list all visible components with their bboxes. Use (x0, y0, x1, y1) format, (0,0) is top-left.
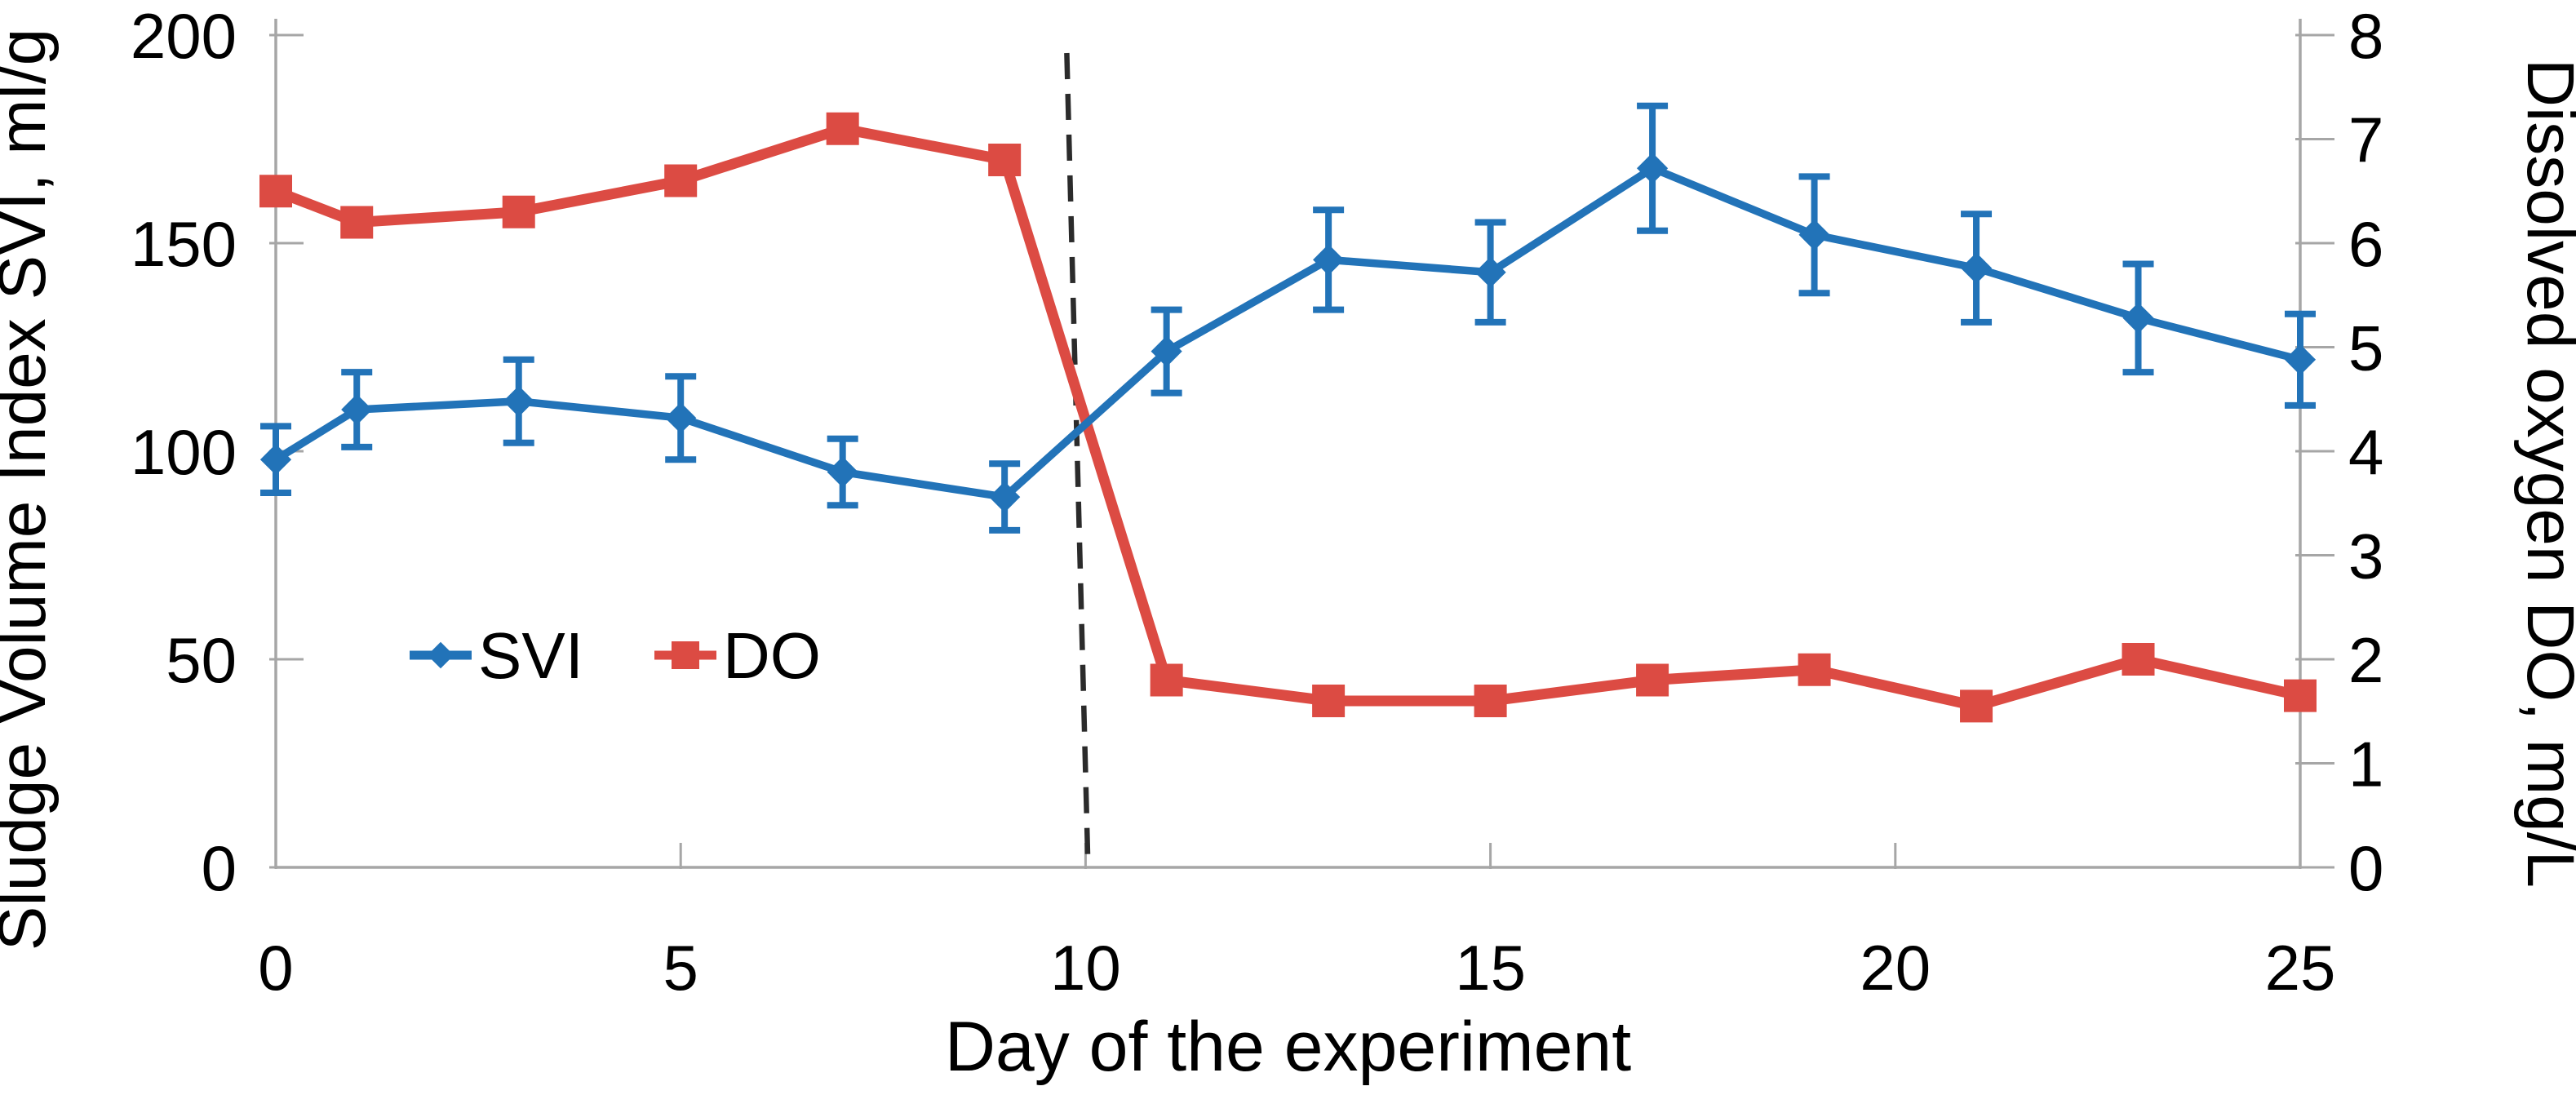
data-point-marker-do (1798, 653, 1831, 686)
left-axis-tick-label: 100 (131, 416, 237, 488)
data-point-marker-svi (341, 393, 373, 426)
data-point-marker-do (2122, 643, 2155, 676)
right-axis-title: Dissolved oxygen DO, mg/L (2513, 59, 2576, 888)
right-axis-tick-label: 8 (2348, 0, 2383, 72)
left-axis-title: Sludge Volume Index SVI, ml/g (0, 29, 60, 951)
left-axis-tick-label: 150 (131, 208, 237, 280)
right-axis-tick-label: 0 (2348, 832, 2383, 904)
right-axis-tick-label: 4 (2348, 416, 2383, 488)
data-point-marker-do (1474, 685, 1507, 717)
data-point-marker-do (1960, 689, 1993, 723)
legend-label-svi: SVI (478, 619, 583, 692)
data-point-marker-svi (989, 481, 1021, 513)
x-axis-tick-label: 0 (258, 932, 293, 1004)
data-point-marker-svi (2284, 344, 2317, 375)
x-axis-title: Day of the experiment (945, 1008, 1631, 1086)
data-point-marker-svi (1798, 219, 1830, 250)
data-point-marker-do (1312, 685, 1346, 717)
phase-separator-dashed-line (1064, 52, 1091, 868)
data-point-marker-do (988, 144, 1022, 176)
right-axis-tick-label: 6 (2348, 208, 2383, 280)
left-axis-tick-label: 200 (131, 0, 237, 72)
x-axis-tick-label: 25 (2265, 932, 2336, 1004)
data-point-marker-svi (1636, 153, 1669, 184)
data-point-marker-svi (827, 456, 858, 488)
series-line-svi (273, 164, 2302, 501)
left-axis-tick-label: 50 (166, 624, 237, 696)
data-point-marker-svi (1474, 256, 1506, 288)
data-point-marker-do (826, 112, 859, 145)
data-point-marker-do (259, 175, 292, 208)
right-axis-tick-label: 3 (2348, 521, 2383, 592)
data-point-marker-svi (1960, 252, 1993, 284)
x-axis-tick-label: 15 (1455, 932, 1526, 1004)
data-point-marker-svi (1151, 335, 1182, 367)
data-point-marker-svi (259, 444, 292, 476)
data-point-marker-do (2284, 679, 2317, 712)
series-line-do (273, 123, 2302, 712)
right-axis-tick-label: 2 (2348, 624, 2383, 696)
data-point-marker-svi (1313, 244, 1345, 276)
data-point-marker-do (1150, 663, 1183, 697)
data-point-marker-do (1636, 663, 1669, 697)
right-axis-tick-label: 7 (2348, 104, 2383, 176)
data-point-marker-do (664, 164, 698, 197)
x-axis-tick-label: 20 (1860, 932, 1931, 1004)
data-point-marker-svi (503, 385, 534, 417)
data-point-marker-do (340, 206, 374, 239)
legend-marker-do (672, 641, 699, 669)
data-point-marker-svi (2122, 302, 2154, 334)
x-axis-tick-label: 10 (1050, 932, 1121, 1004)
right-axis-tick-label: 5 (2348, 313, 2383, 384)
data-point-marker-do (502, 195, 535, 228)
right-axis-tick-label: 1 (2348, 729, 2383, 800)
data-point-marker-svi (665, 402, 697, 434)
x-axis-tick-label: 5 (663, 932, 698, 1004)
legend-label-do: DO (723, 619, 821, 692)
left-axis-tick-label: 0 (202, 832, 237, 904)
legend-marker-svi (427, 641, 454, 669)
